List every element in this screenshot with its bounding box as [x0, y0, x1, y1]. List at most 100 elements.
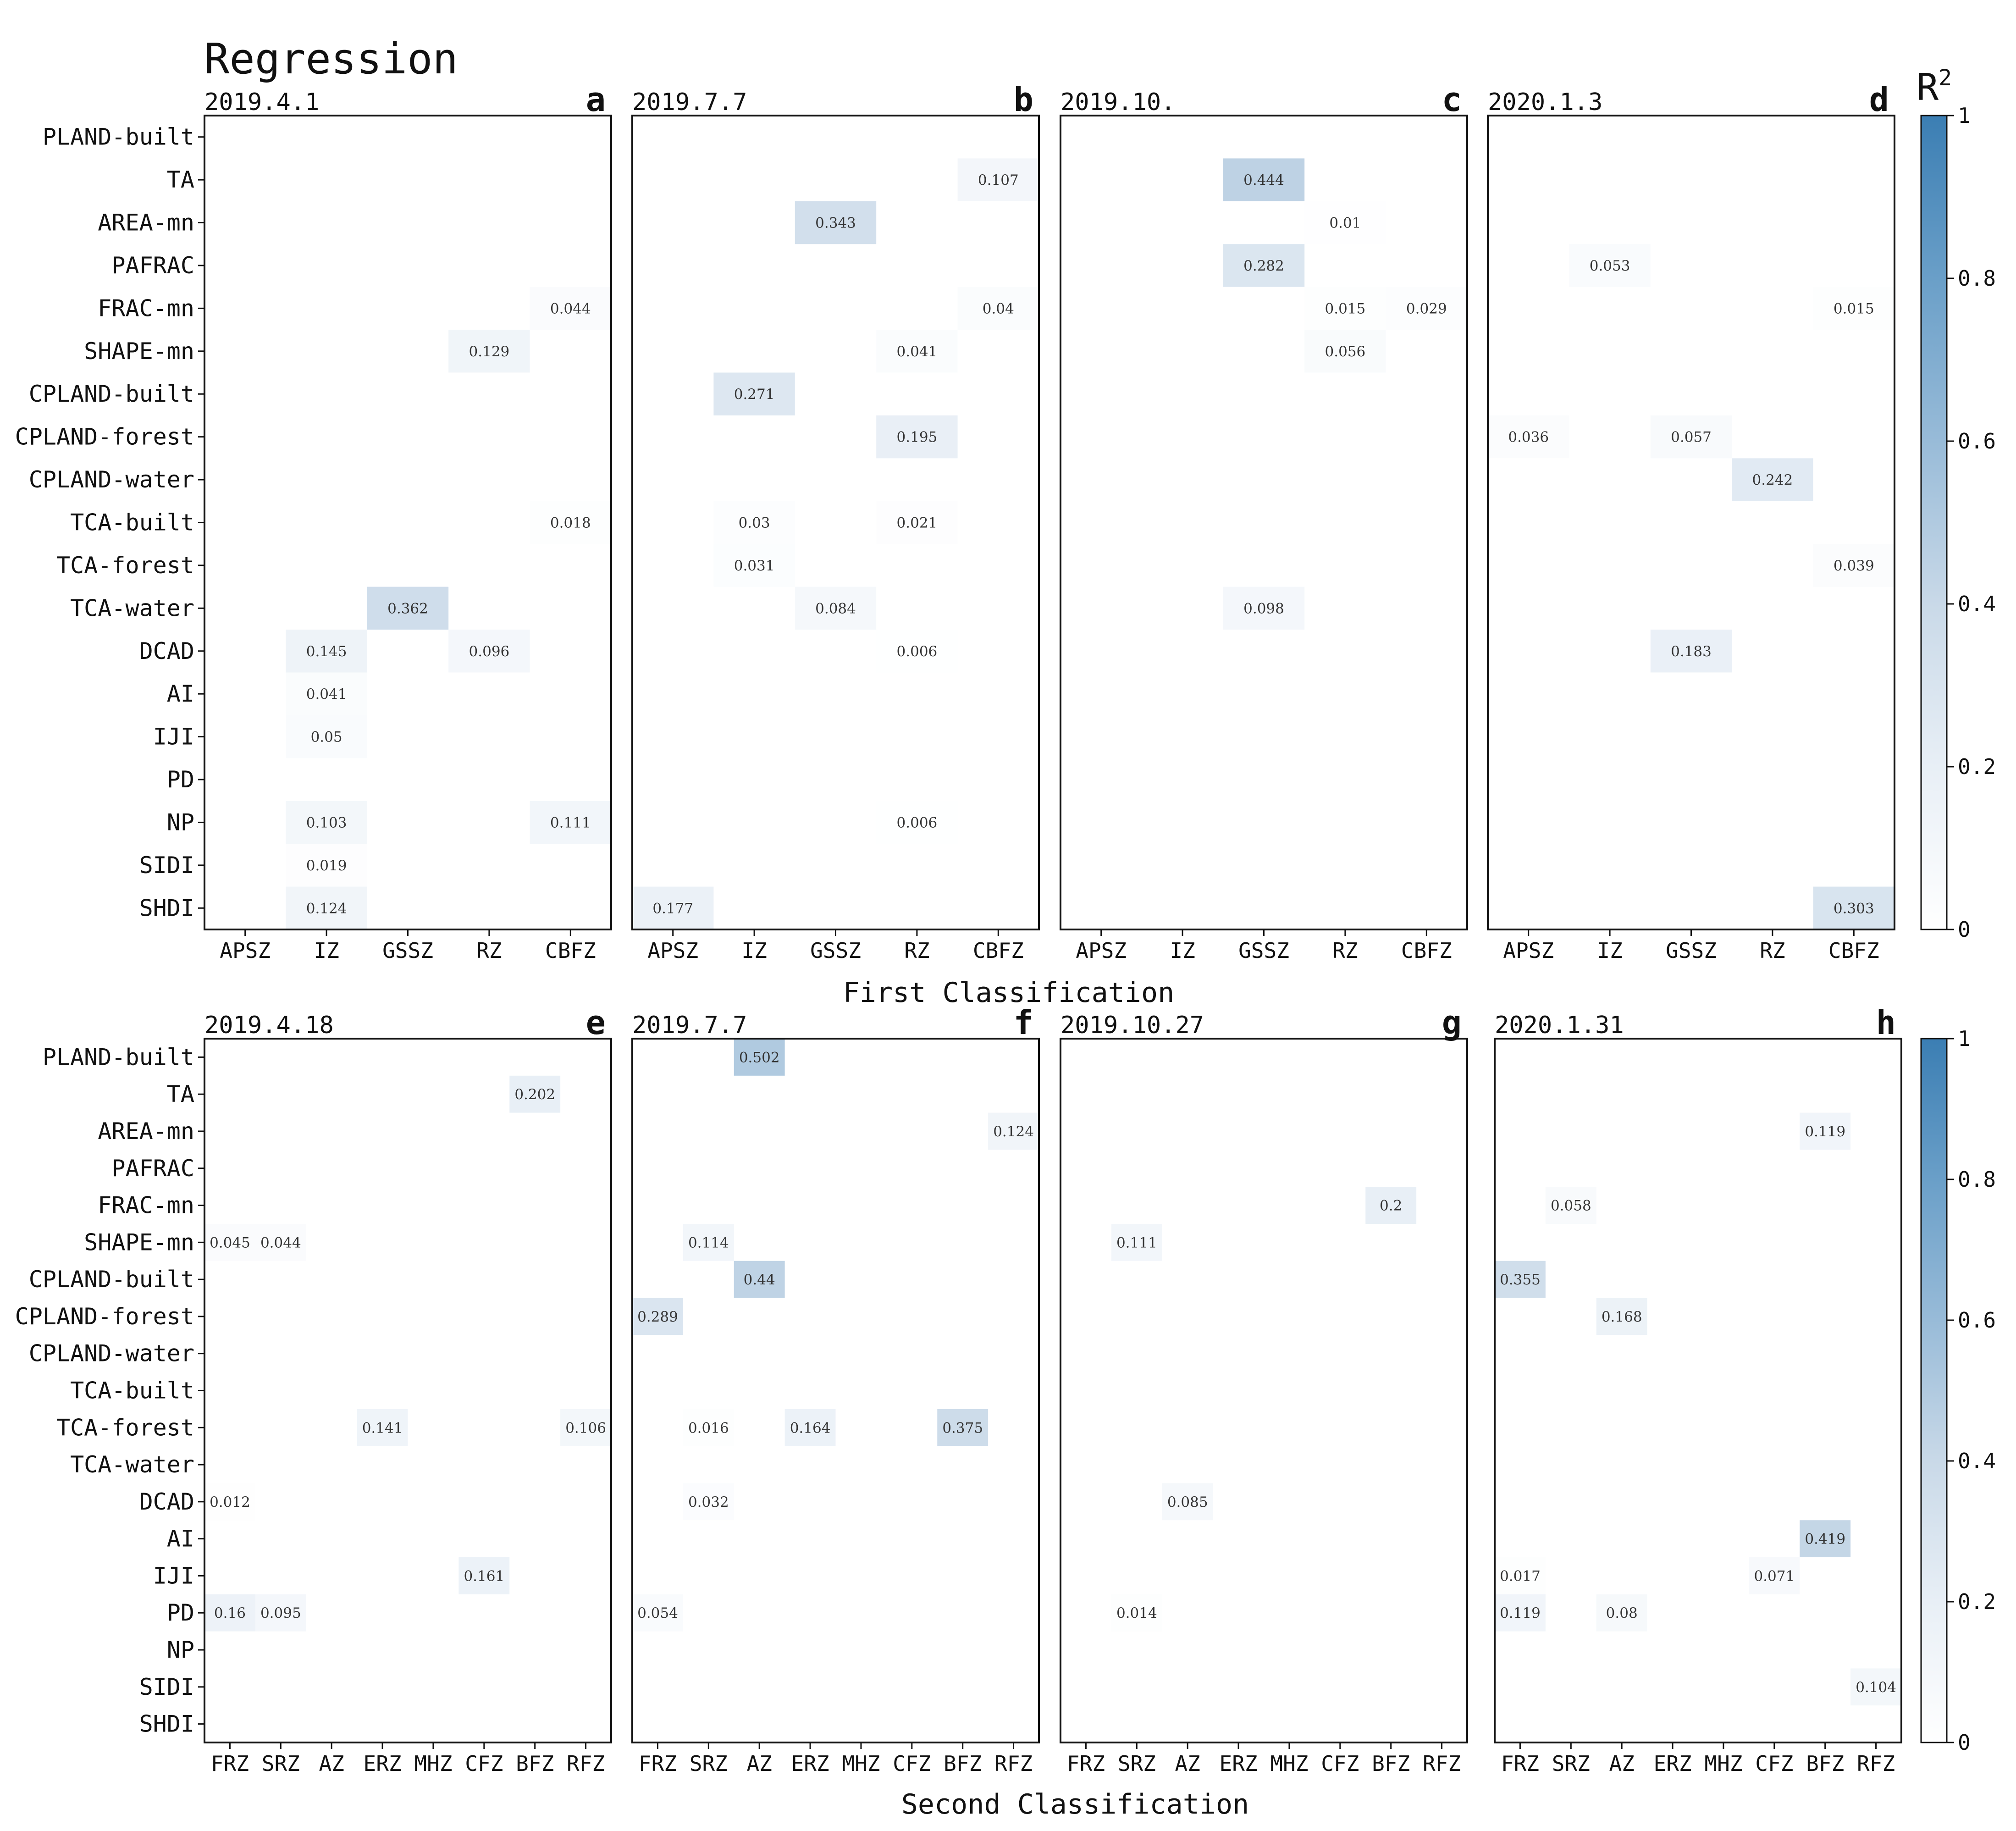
cell-value-label: 0.111 [1116, 1234, 1157, 1251]
heatmap-cell [1850, 1668, 1901, 1706]
x-tick-label: RFZ [994, 1751, 1033, 1776]
heatmap-cell [957, 158, 1039, 201]
heatmap-cell [1569, 244, 1651, 287]
x-tick-label: SRZ [1118, 1751, 1156, 1776]
heatmap-cell [1223, 158, 1305, 201]
heatmap-cell [876, 630, 958, 673]
cell-value-label: 0.015 [1834, 300, 1874, 317]
x-tick-label: IZ [1597, 938, 1622, 963]
panel-frame [631, 1038, 1040, 1743]
x-tick-label: BFZ [1372, 1751, 1410, 1776]
y-tick-label: SHAPE-mn [84, 338, 194, 365]
x-tick-label: BFZ [516, 1751, 554, 1776]
heatmap-cell [1304, 330, 1386, 373]
heatmap-cell [1732, 458, 1813, 501]
heatmap-cell [937, 1409, 989, 1446]
cell-value-label: 0.141 [362, 1420, 403, 1436]
x-tick-label: RZ [476, 938, 502, 963]
panel-date-label: 2020.1.31 [1495, 1012, 1624, 1039]
x-tick-label: FRZ [639, 1751, 677, 1776]
cell-value-label: 0.124 [306, 900, 347, 917]
cell-value-label: 0.012 [210, 1494, 250, 1510]
panel-letter-label: f [1014, 1003, 1033, 1042]
cell-value-label: 0.021 [897, 515, 938, 531]
x-tick-label: RFZ [1857, 1751, 1895, 1776]
cell-value-label: 0.282 [1243, 258, 1284, 274]
y-tick-label: TA [167, 166, 194, 193]
cell-value-label: 0.053 [1590, 258, 1630, 274]
y-tick-label: CPLAND-forest [15, 424, 194, 450]
x-tick-label: ERZ [364, 1751, 402, 1776]
y-tick-label: CPLAND-built [29, 381, 194, 407]
y-tick-label: TCA-built [70, 1377, 194, 1404]
colorbar-top: 0 0.2 0.4 0.6 0.8 1 [1920, 103, 1996, 942]
panel-letter-label: a [586, 80, 606, 119]
cell-value-label: 0.271 [734, 386, 775, 403]
heatmap-cell [1488, 415, 1569, 459]
cell-value-label: 0.114 [688, 1234, 729, 1251]
heatmap-cell [367, 586, 449, 630]
cell-value-label: 0.016 [688, 1420, 729, 1436]
heatmap-cell [1223, 586, 1305, 630]
cell-value-label: 0.444 [1243, 172, 1284, 188]
heatmap-cell [795, 586, 877, 630]
cell-value-label: 0.04 [983, 300, 1014, 317]
heatmap-cell [1749, 1557, 1800, 1594]
heatmap-cell [1365, 1187, 1417, 1224]
x-tick-label: ERZ [791, 1751, 829, 1776]
cell-value-label: 0.2 [1380, 1198, 1402, 1214]
colorbar-tick-label: 0.6 [1958, 1308, 1996, 1333]
y-tick-label: SIDI [139, 1674, 194, 1700]
colorbar-tick-label: 0 [1958, 917, 1971, 942]
cell-value-label: 0.183 [1671, 643, 1712, 660]
cell-value-label: 0.019 [306, 857, 347, 874]
cell-value-label: 0.303 [1834, 900, 1874, 917]
y-tick-label: TCA-forest [56, 1414, 194, 1441]
x-tick-label: GSSZ [382, 938, 433, 963]
heatmap-cell [1111, 1223, 1162, 1261]
cell-value-label: 0.129 [469, 343, 510, 360]
cell-value-label: 0.177 [652, 900, 693, 917]
cell-value-label: 0.041 [897, 343, 938, 360]
cell-value-label: 0.161 [464, 1568, 504, 1584]
y-tick-label: NP [167, 1637, 194, 1663]
heatmap-cell [286, 886, 367, 929]
y-tick-label: IJI [153, 724, 194, 750]
y-tick-label: SHDI [139, 1711, 194, 1737]
cell-value-label: 0.071 [1754, 1568, 1795, 1584]
y-tick-label: FRAC-mn [98, 1192, 194, 1219]
heatmap-cell [1596, 1594, 1647, 1632]
x-tick-label: IZ [741, 938, 767, 963]
heatmap-cell [204, 1483, 255, 1521]
heatmap-cell [876, 801, 958, 844]
heatmap-cell [530, 501, 611, 544]
heatmap-cell [357, 1409, 408, 1446]
x-tick-label: AZ [319, 1751, 344, 1776]
heatmap-cell [1495, 1557, 1546, 1594]
second-classification-label: Second Classification [901, 1788, 1249, 1820]
cell-value-label: 0.044 [550, 300, 591, 317]
cell-value-label: 0.018 [550, 515, 591, 531]
figure-title: Regression [204, 34, 458, 83]
cell-value-label: 0.084 [815, 600, 856, 617]
y-tick-label: DCAD [139, 1488, 194, 1515]
cell-value-label: 0.375 [942, 1420, 983, 1436]
heatmap-cell [1813, 544, 1894, 587]
x-tick-label: RZ [1760, 938, 1785, 963]
cell-value-label: 0.095 [260, 1605, 301, 1621]
x-tick-label: CFZ [1321, 1751, 1359, 1776]
y-tick-label: TA [167, 1081, 194, 1107]
heatmap-cell [1223, 244, 1305, 287]
panel-e: 0.202 0.045 0.044 0.141 0.106 0.012 0.161 0.16 0… [15, 1003, 612, 1776]
panel-a: 0.044 0.129 0.018 0.362 0.145 0.096 0.041 0.05 0… [15, 80, 612, 963]
cell-value-label: 0.343 [815, 215, 856, 232]
x-tick-label: MHZ [414, 1751, 452, 1776]
cell-value-label: 0.032 [688, 1494, 729, 1510]
panel-date-label: 2019.4.18 [204, 1012, 334, 1039]
cell-value-label: 0.119 [1805, 1123, 1845, 1140]
y-tick-label: DCAD [139, 638, 194, 664]
heatmap-cell [509, 1075, 561, 1113]
panel-letter-label: b [1014, 80, 1033, 119]
heatmap-cell [448, 630, 530, 673]
